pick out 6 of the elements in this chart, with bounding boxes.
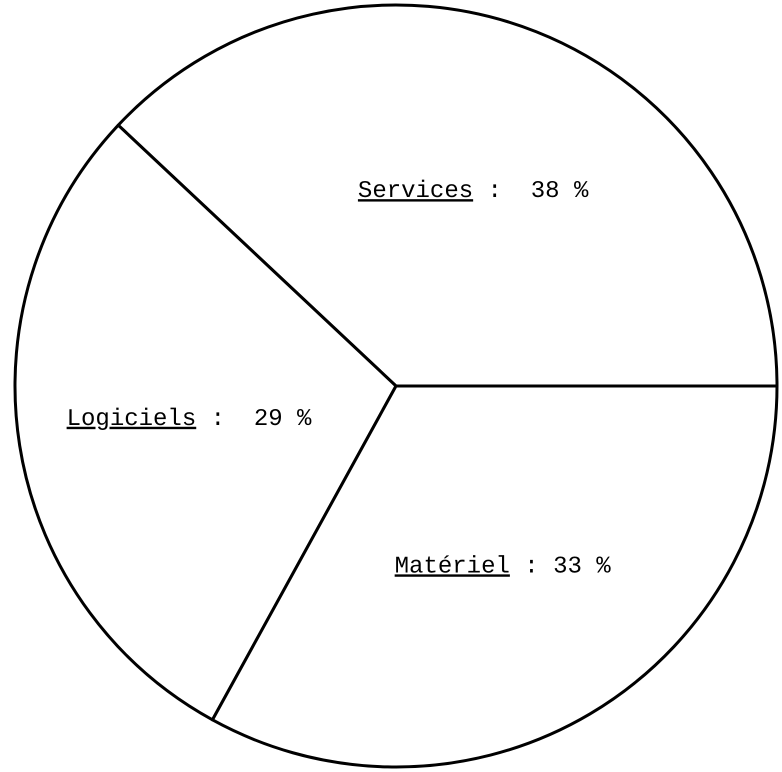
data-label: : 38 %	[488, 178, 589, 206]
slice-label: Services	[358, 178, 474, 206]
slice-label: Matériel	[394, 554, 510, 581]
data-label: : 29 %	[210, 406, 312, 434]
slice-label: Logiciels	[66, 406, 196, 434]
data-label: : 33 %	[524, 554, 612, 581]
